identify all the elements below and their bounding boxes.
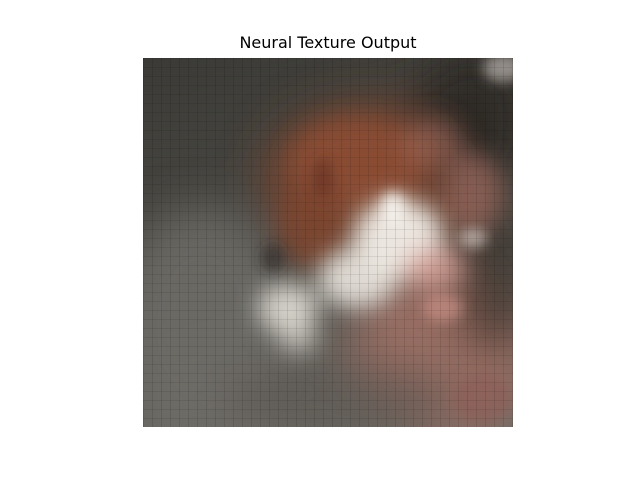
generated-texture-image <box>143 58 513 427</box>
texture-canvas <box>143 58 513 427</box>
grid-texture-overlay <box>143 58 513 427</box>
figure-title: Neural Texture Output <box>239 33 417 52</box>
